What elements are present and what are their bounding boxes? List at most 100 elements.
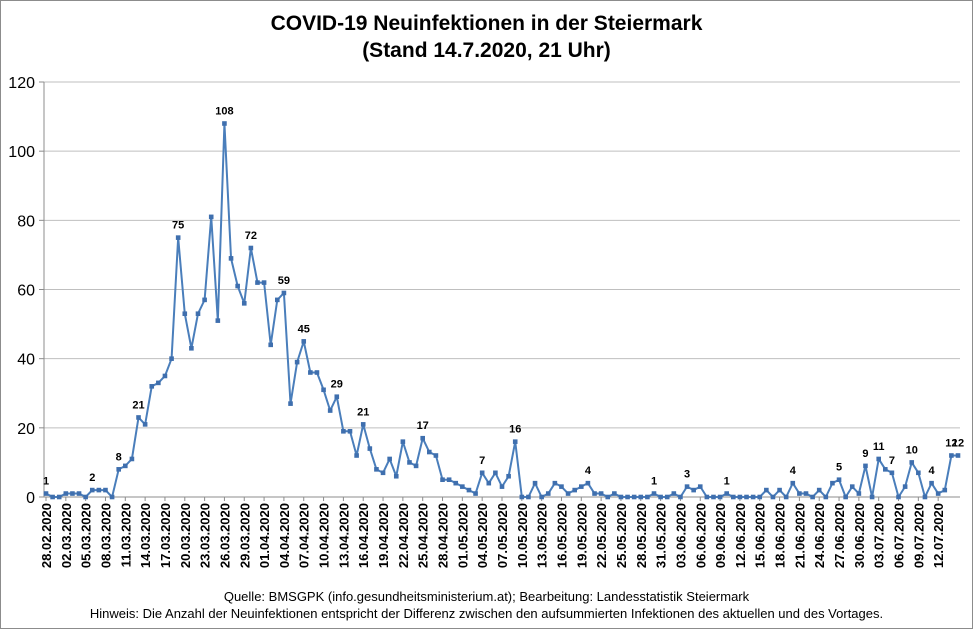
x-tick-label: 13.05.2020 (535, 503, 550, 568)
data-point (56, 494, 62, 500)
data-point (479, 470, 485, 476)
data-point (354, 453, 359, 458)
data-point (109, 494, 115, 500)
data-point (856, 491, 862, 496)
x-tick-label: 06.07.2020 (892, 503, 907, 568)
data-point (156, 380, 161, 386)
y-tick-label: 100 (8, 144, 35, 161)
data-point (658, 494, 663, 500)
data-point (235, 283, 240, 289)
data-point (539, 494, 544, 500)
data-point (367, 446, 373, 451)
data-point (810, 494, 815, 500)
data-point (711, 494, 716, 500)
data-point (902, 484, 908, 489)
data-point (849, 484, 855, 489)
x-tick-label: 20.03.2020 (178, 503, 193, 568)
data-point (493, 470, 498, 476)
data-point (195, 311, 201, 317)
data-point (288, 401, 293, 406)
x-tick-label: 07.04.2020 (297, 503, 312, 568)
data-point (830, 480, 835, 486)
data-point (519, 494, 525, 500)
data-point (116, 467, 121, 472)
data-point (579, 484, 584, 489)
data-point (770, 494, 776, 500)
x-tick-label: 18.06.2020 (773, 503, 788, 568)
x-tick-label: 09.06.2020 (713, 503, 728, 568)
data-point (202, 297, 207, 303)
source-note: Quelle: BMSGPK (info.gesundheitsminister… (223, 589, 750, 604)
data-point (83, 494, 88, 500)
y-axis-tick-labels: 0 20 40 60 80 100 120 (8, 75, 35, 507)
gridlines (44, 81, 960, 429)
data-point (625, 494, 630, 500)
data-point (460, 484, 465, 489)
data-point (889, 470, 895, 476)
data-point (526, 494, 531, 500)
data-point (664, 494, 670, 500)
data-point (592, 491, 597, 496)
x-tick-label: 29.03.2020 (237, 503, 252, 568)
x-tick-label: 07.05.2020 (495, 503, 510, 568)
x-tick-label: 08.03.2020 (98, 503, 113, 568)
data-point (750, 494, 756, 500)
data-label: 10 (906, 444, 918, 456)
hint-note: Hinweis: Die Anzahl der Neuinfektionen e… (89, 606, 884, 621)
data-point (241, 301, 247, 306)
x-tick-label: 24.06.2020 (812, 503, 827, 568)
x-tick-label: 26.03.2020 (217, 503, 232, 568)
data-point (605, 494, 611, 500)
data-point (559, 484, 564, 489)
data-point (935, 491, 941, 496)
x-axis-tick-labels: 28.02.2020 02.03.2020 05.03.2020 08.03.2020… (39, 503, 946, 568)
data-label: 1 (43, 476, 49, 488)
data-point (757, 494, 763, 500)
data-point (816, 487, 822, 493)
data-point (294, 359, 300, 365)
data-point (737, 494, 743, 500)
data-point (136, 415, 141, 420)
x-tick-label: 06.06.2020 (693, 503, 708, 568)
data-point (255, 280, 260, 285)
y-tick-label: 60 (17, 283, 35, 300)
data-point (327, 408, 333, 413)
data-point (162, 373, 168, 379)
data-point (129, 456, 135, 462)
data-point (545, 491, 551, 496)
data-point (222, 121, 227, 126)
data-label: 7 (479, 455, 485, 467)
data-label: 1 (724, 476, 730, 488)
data-point (645, 494, 650, 500)
data-point (453, 480, 459, 486)
data-point (50, 494, 55, 500)
data-point (506, 473, 511, 479)
data-label: 4 (585, 465, 592, 477)
x-tick-label: 11.03.2020 (118, 503, 133, 567)
x-tick-label: 10.04.2020 (317, 503, 332, 568)
x-tick-label: 03.07.2020 (872, 503, 887, 568)
data-point (803, 491, 809, 496)
data-point (764, 487, 769, 493)
data-point (420, 435, 425, 441)
data-point (598, 491, 604, 496)
x-tick-label: 01.04.2020 (257, 503, 272, 568)
data-point (321, 387, 326, 393)
x-tick-label: 16.05.2020 (554, 503, 569, 568)
data-point (922, 494, 928, 500)
data-label: 45 (298, 323, 310, 335)
data-label: 59 (278, 275, 290, 287)
series-markers (43, 121, 961, 500)
data-point (896, 494, 901, 500)
data-point (532, 480, 538, 486)
data-point (823, 494, 829, 500)
data-label: 16 (509, 424, 521, 436)
data-point (684, 484, 690, 489)
data-point (572, 487, 577, 493)
data-point (281, 290, 287, 296)
data-point (777, 487, 782, 493)
data-point (552, 480, 558, 486)
data-point (717, 494, 723, 500)
data-point (697, 484, 703, 489)
data-label: 72 (245, 230, 257, 242)
